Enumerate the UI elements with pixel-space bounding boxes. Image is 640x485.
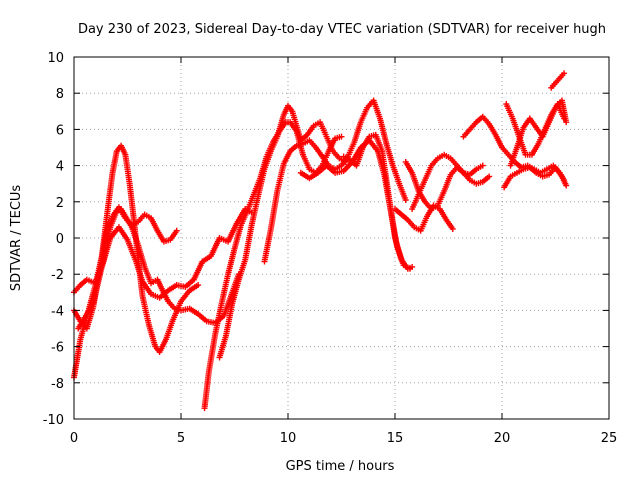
data-point — [449, 225, 456, 232]
y-tick-label: -2 — [51, 268, 64, 283]
x-tick-label: 10 — [280, 431, 297, 446]
data-point — [479, 162, 486, 169]
y-tick-label: 6 — [56, 123, 64, 138]
data-point — [173, 227, 180, 234]
y-tick-label: -4 — [51, 304, 64, 319]
y-tick-label: 0 — [56, 232, 64, 247]
series-11 — [392, 202, 456, 234]
data-point — [486, 173, 493, 180]
x-tick-label: 15 — [387, 431, 404, 446]
x-tick-label: 20 — [494, 431, 511, 446]
y-tick-label: 4 — [56, 160, 64, 175]
series-12 — [409, 151, 486, 213]
y-tick-label: -8 — [51, 377, 64, 392]
series-7 — [261, 97, 409, 265]
y-tick-label: -6 — [51, 341, 64, 356]
x-tick-label: 5 — [177, 431, 185, 446]
series-9 — [297, 137, 413, 272]
y-tick-label: -10 — [43, 413, 64, 428]
series-6 — [216, 102, 349, 361]
data-point — [563, 119, 570, 126]
series-16 — [507, 97, 570, 169]
series-17 — [548, 70, 568, 91]
series-5 — [201, 119, 345, 412]
x-axis-label: GPS time / hours — [286, 459, 395, 474]
series-14 — [501, 164, 570, 191]
chart-title: Day 230 of 2023, Sidereal Day-to-day VTE… — [78, 22, 606, 37]
data-point — [561, 70, 568, 77]
x-tick-label: 0 — [70, 431, 78, 446]
y-tick-label: 2 — [56, 196, 64, 211]
data-point — [195, 282, 202, 289]
x-tick-label: 25 — [601, 431, 618, 446]
y-tick-label: 10 — [47, 51, 64, 66]
data-point — [563, 182, 570, 189]
data-point — [402, 196, 409, 203]
grid — [74, 57, 609, 419]
y-axis-label: SDTVAR / TECUs — [9, 185, 24, 292]
data-series — [71, 70, 570, 412]
data-point — [406, 265, 413, 272]
data-point — [338, 133, 345, 140]
y-tick-label: 8 — [56, 87, 64, 102]
